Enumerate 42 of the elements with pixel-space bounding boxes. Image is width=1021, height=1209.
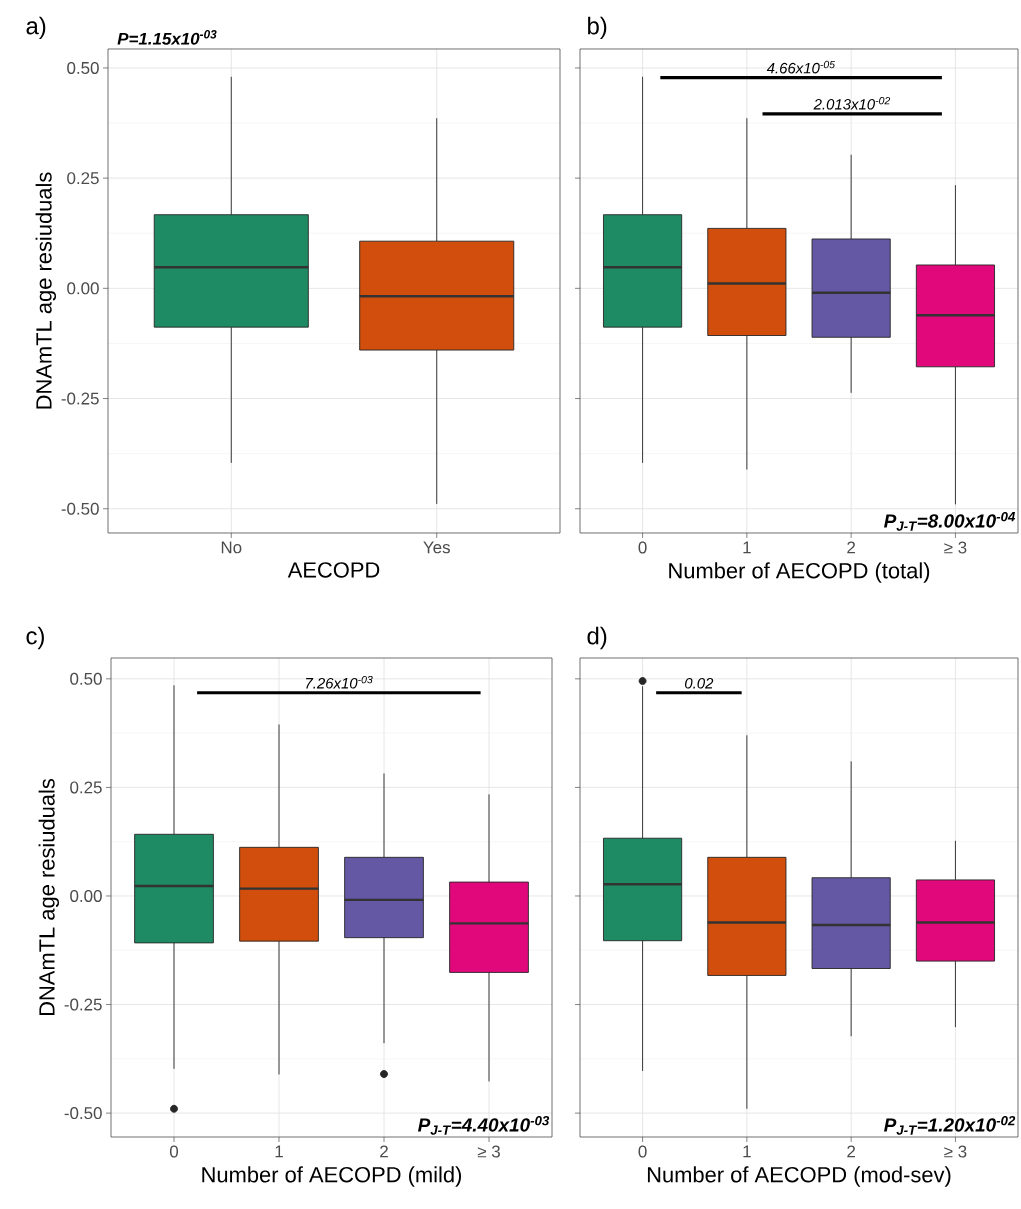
annotation: 4.66x10$^{-05}$ xyxy=(766,60,836,74)
y-tick-label: 0.50 xyxy=(70,672,102,685)
x-axis-title: Number of AECOPD (mod-sev) xyxy=(647,1166,951,1187)
x-tick-label: ≥ 3 xyxy=(477,1145,500,1158)
annotation: P$_{J-T}$=4.40x10$^{-03}$ xyxy=(418,1115,550,1135)
y-tick-label: 0.25 xyxy=(67,172,99,185)
text: P=1.15x10$^{-03}$ xyxy=(117,30,217,45)
annotation: P$_{J-T}$=1.20x10$^{-02}$ xyxy=(884,1115,1016,1135)
y-tick-label: 0.00 xyxy=(67,282,99,295)
y-axis-title: DNAmTL age resiuduals xyxy=(35,172,57,409)
y-axis-title: DNAmTL age resiuduals xyxy=(38,778,60,1016)
annotation: 0.02 xyxy=(685,677,714,689)
x-tick-label: 0 xyxy=(169,1145,179,1158)
y-tick-label: -0.25 xyxy=(64,998,102,1011)
x-tick-label: 2 xyxy=(380,1145,388,1158)
x-tick-label: No xyxy=(221,541,242,554)
x-axis-title: AECOPD xyxy=(287,562,380,578)
x-axis-title: Number of AECOPD (mild) xyxy=(202,1166,462,1187)
y-tick-label: -0.25 xyxy=(61,392,99,405)
y-tick-label: 0.25 xyxy=(70,781,102,794)
annotation: 2.013x10$^{-02}$ xyxy=(813,96,891,110)
x-tick-label: 0 xyxy=(638,1145,647,1158)
annotation: 7.26x10$^{-03}$ xyxy=(306,675,373,689)
x-tick-label: ≥ 3 xyxy=(944,1145,967,1158)
x-tick-label: 1 xyxy=(743,541,751,554)
chart-title: c) xyxy=(26,626,44,650)
y-tick-label: -0.50 xyxy=(64,1107,102,1120)
x-tick-label: 1 xyxy=(275,1145,283,1158)
x-tick-label: ≥ 3 xyxy=(944,541,967,554)
x-axis-title: Number of AECOPD (total) xyxy=(669,562,930,583)
x-tick-label: 2 xyxy=(847,541,855,554)
chart-title: a) xyxy=(26,16,46,40)
x-tick-label: 0 xyxy=(638,541,647,554)
chart-title: d) xyxy=(587,626,607,650)
x-tick-label: 2 xyxy=(847,1145,855,1158)
x-tick-label: 1 xyxy=(743,1145,751,1158)
y-tick-label: 0.50 xyxy=(67,61,99,74)
y-tick-label: -0.50 xyxy=(61,502,99,515)
annotation: P$_{J-T}$=8.00x10$^{-04}$ xyxy=(884,511,1016,531)
x-tick-label: Yes xyxy=(423,541,450,554)
y-tick-label: 0.00 xyxy=(70,889,102,902)
chart-title: b) xyxy=(588,16,607,40)
